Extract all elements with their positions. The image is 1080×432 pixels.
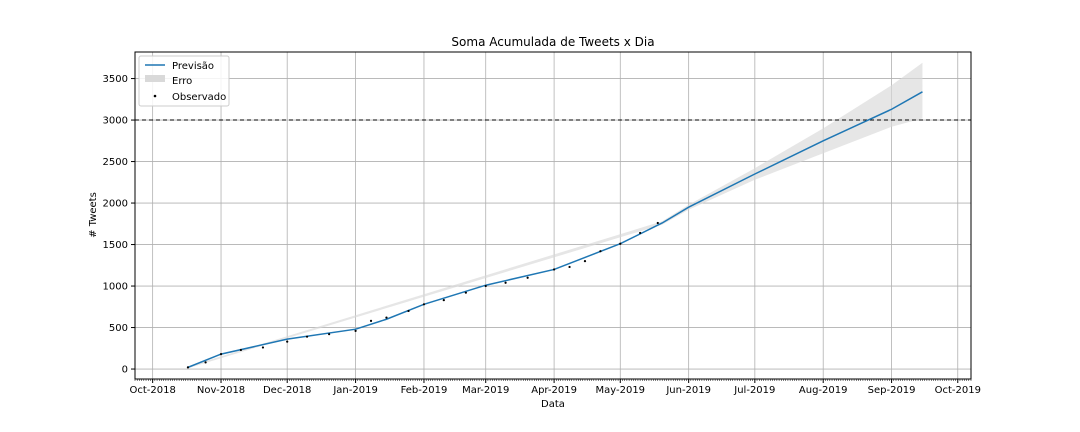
observed-point xyxy=(204,361,207,364)
plot-area xyxy=(135,62,971,369)
observed-point xyxy=(583,260,587,263)
x-tick-label: Jul-2019 xyxy=(733,385,775,396)
observed-point xyxy=(354,329,357,332)
observed-point xyxy=(369,319,373,323)
y-tick-label: 1000 xyxy=(103,282,128,293)
x-tick-label: Apr-2019 xyxy=(531,385,577,396)
y-tick-label: 3000 xyxy=(103,116,128,127)
x-tick-label: Sep-2019 xyxy=(868,385,916,396)
y-tick-label: 2000 xyxy=(103,199,128,210)
y-axis-label: # Tweets xyxy=(88,192,99,238)
observed-point xyxy=(599,250,602,253)
observed-point xyxy=(639,231,642,235)
legend-previsao-label: Previsão xyxy=(172,61,214,72)
observed-point xyxy=(305,335,309,338)
x-axis-label: Data xyxy=(541,399,565,410)
y-tick-label: 500 xyxy=(109,323,128,334)
observed-point xyxy=(656,221,659,225)
x-tick-label: Feb-2019 xyxy=(401,385,448,396)
observed-point xyxy=(504,281,507,284)
observed-point xyxy=(385,316,388,319)
legend: Previsão Erro Observado xyxy=(138,55,230,107)
x-tick-label: May-2019 xyxy=(595,385,645,396)
observed-point xyxy=(239,348,242,352)
observed-point xyxy=(186,366,190,369)
axes: Oct-2018 Nov-2018 Dec-2018 Jan-2019 Feb-2019… xyxy=(103,74,981,396)
chart-title: Soma Acumulada de Tweets x Dia xyxy=(451,35,654,49)
observed-point xyxy=(328,333,331,336)
observed-point xyxy=(442,299,445,302)
observed-point xyxy=(526,276,529,279)
x-tick-label: Jan-2019 xyxy=(332,385,377,396)
legend-erro-swatch xyxy=(145,75,165,82)
observed-point xyxy=(484,284,487,288)
y-tick-label: 0 xyxy=(122,365,128,376)
observed-point xyxy=(553,268,556,271)
legend-observado-swatch xyxy=(153,94,157,98)
x-tick-label: Dec-2018 xyxy=(263,385,311,396)
plot-frame xyxy=(134,51,972,380)
observed-point xyxy=(219,353,223,356)
observed-point xyxy=(568,265,571,269)
x-tick-label: Oct-2019 xyxy=(935,385,981,396)
observed-point xyxy=(286,340,289,343)
x-tick-label: Aug-2019 xyxy=(799,385,848,396)
y-tick-label: 2500 xyxy=(103,157,128,168)
y-tick-label: 3500 xyxy=(103,74,128,85)
x-tick-label: Nov-2018 xyxy=(197,385,245,396)
legend-erro-label: Erro xyxy=(172,76,192,87)
observed-point xyxy=(407,309,410,313)
legend-box xyxy=(138,55,230,107)
legend-observado-label: Observado xyxy=(172,92,226,103)
x-tick-label: Jun-2019 xyxy=(665,385,711,396)
observed-point xyxy=(619,242,622,245)
observed-point xyxy=(261,346,265,349)
observed-point xyxy=(464,291,467,294)
x-tick-label: Mar-2019 xyxy=(462,385,509,396)
observed-point xyxy=(422,303,426,306)
y-tick-label: 1500 xyxy=(103,240,128,251)
x-tick-label: Oct-2018 xyxy=(129,385,175,396)
